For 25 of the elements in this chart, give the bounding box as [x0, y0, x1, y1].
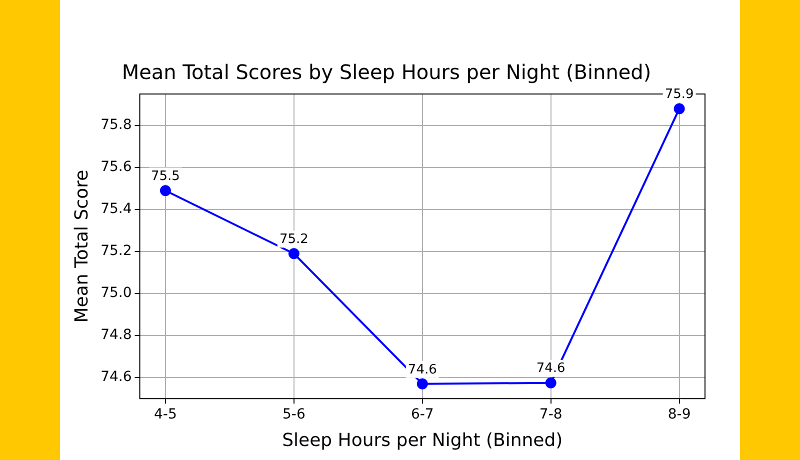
y-tick-label: 75.6: [100, 159, 132, 176]
y-tick-label: 74.8: [100, 327, 132, 344]
data-label: 74.6: [408, 362, 437, 378]
y-axis-title: Mean Total Score: [71, 170, 92, 323]
point: [160, 185, 171, 196]
data-label: 74.6: [536, 361, 566, 376]
y-tick-label: 75.0: [100, 285, 132, 302]
point: [288, 248, 300, 260]
x-axis-title: Sleep Hours per Night (Binned): [282, 430, 563, 451]
x-tick-label: 4-5: [154, 406, 177, 423]
x-tick-label: 8-9: [668, 406, 691, 423]
y-tick-label: 74.6: [100, 369, 132, 386]
point: [416, 378, 428, 390]
data-label: 75.9: [664, 87, 694, 102]
point: [674, 103, 685, 114]
x-tick-label: 5-6: [282, 406, 306, 423]
data-label: 75.2: [279, 232, 308, 248]
y-tick-label: 75.8: [100, 117, 132, 134]
data-label: 75.5: [150, 169, 180, 184]
x-tick-label: 6-7: [410, 406, 434, 423]
point: [545, 377, 556, 388]
chart-title: Mean Total Scores by Sleep Hours per Night (Binned): [122, 60, 652, 84]
x-tick-label: 7-8: [539, 406, 562, 423]
y-tick-label: 75.4: [100, 201, 132, 218]
y-tick-label: 75.2: [100, 243, 132, 260]
